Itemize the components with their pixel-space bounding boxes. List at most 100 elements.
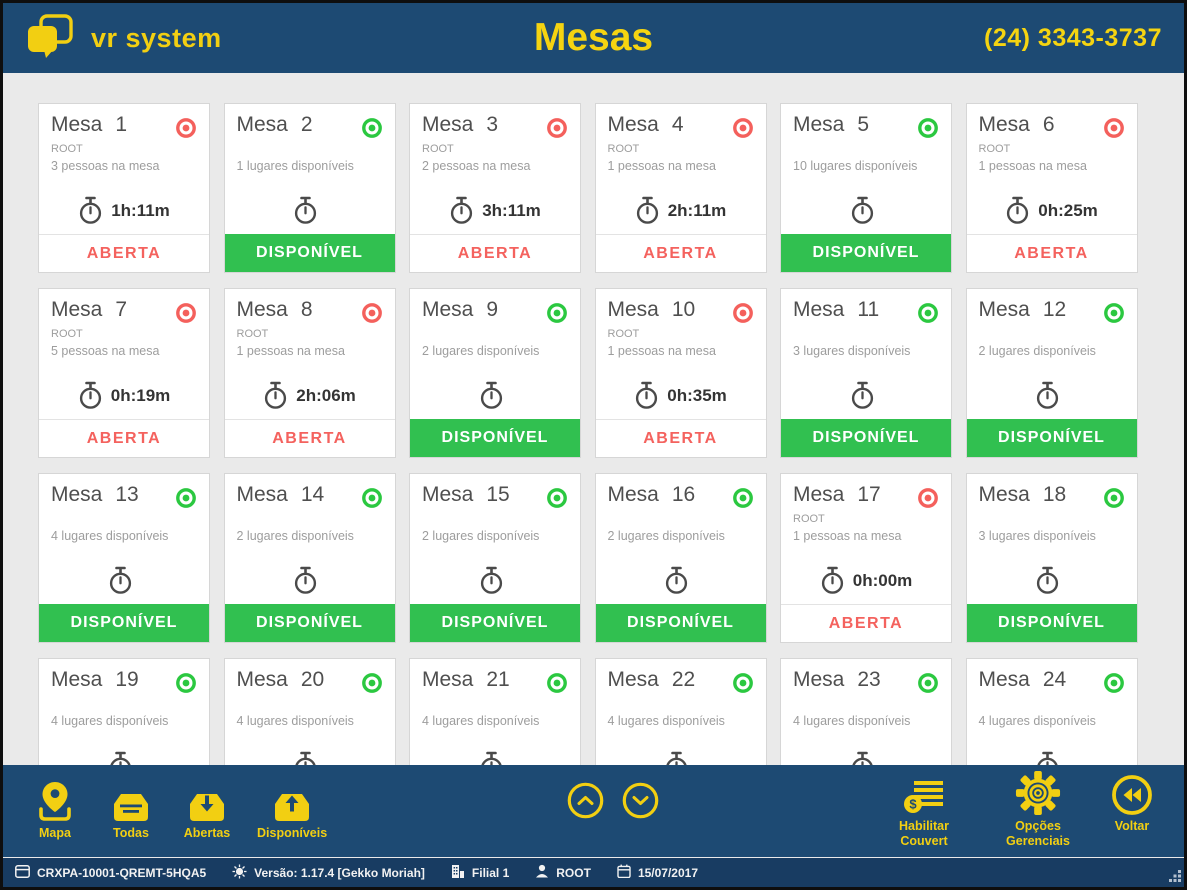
table-card[interactable]: Mesa 15 2 lugares disponíveis	[409, 473, 581, 643]
table-owner: ROOT	[607, 328, 640, 340]
table-card[interactable]: Mesa 7 ROOT 5 pessoas na mesa	[38, 288, 210, 458]
scroll-up-button[interactable]	[567, 782, 604, 819]
table-number: 9	[486, 298, 499, 321]
table-title: Mesa 23	[793, 668, 881, 692]
nav-item-voltar[interactable]: Voltar	[1106, 774, 1158, 833]
table-card-head: Mesa 5 10 lugares disponíveis	[781, 104, 951, 173]
table-detail: 3 pessoas na mesa	[51, 159, 160, 173]
table-card[interactable]: Mesa 12 2 lugares disponíveis	[965, 288, 1138, 458]
table-name: Mesa	[422, 668, 474, 691]
nav-item-disponiveis[interactable]: Disponíveis	[257, 781, 327, 840]
scroll-down-button[interactable]	[622, 782, 659, 819]
table-status-label: ABERTA	[224, 419, 395, 457]
table-status-icon	[545, 301, 569, 325]
table-title: Mesa 3	[422, 113, 498, 137]
svg-text:$: $	[909, 797, 917, 812]
user-item: ROOT	[535, 864, 591, 881]
nav-item-opcoes-gerenciais[interactable]: Opções Gerenciais	[992, 771, 1084, 848]
table-title: Mesa 18	[979, 483, 1067, 507]
table-timer: 0h:35m	[596, 381, 766, 419]
table-card[interactable]: Mesa 13 4 lugares disponíveis	[38, 473, 210, 643]
table-name: Mesa	[422, 298, 474, 321]
table-status-icon	[174, 671, 198, 695]
table-card-head: Mesa 7 ROOT 5 pessoas na mesa	[39, 289, 209, 358]
table-number: 17	[857, 483, 881, 506]
table-owner	[237, 698, 384, 712]
map-pin-icon	[36, 781, 74, 823]
table-detail: 4 lugares disponíveis	[793, 714, 911, 728]
table-status-label: DISPONÍVEL	[224, 604, 395, 642]
table-owner	[793, 328, 940, 342]
brand-logo: vr system	[25, 13, 222, 64]
stopwatch-icon	[78, 381, 103, 410]
table-owner: ROOT	[607, 143, 640, 155]
table-name: Mesa	[978, 298, 1030, 321]
table-number: 15	[486, 483, 510, 506]
table-card[interactable]: Mesa 1 ROOT 3 pessoas na mesa	[38, 103, 210, 273]
table-card[interactable]: Mesa 5 10 lugares disponíveis	[780, 103, 952, 273]
table-status-label: ABERTA	[39, 234, 209, 272]
table-owner	[793, 698, 940, 712]
resize-grip-icon[interactable]	[1169, 870, 1181, 885]
nav-item-mapa[interactable]: Mapa	[29, 781, 81, 840]
table-timer	[596, 566, 766, 604]
table-card-head: Mesa 14 2 lugares disponíveis	[225, 474, 395, 543]
table-card-head: Mesa 8 ROOT 1 pessoas na mesa	[225, 289, 395, 358]
status-bar: CRXPA-10001-QREMT-5HQA5 Versão: 1.17.4 […	[3, 858, 1184, 887]
table-owner: ROOT	[978, 143, 1011, 155]
table-card[interactable]: Mesa 18 3 lugares disponíveis	[965, 473, 1138, 643]
table-card[interactable]: Mesa 14 2 lugares disponíveis	[223, 473, 396, 643]
table-card[interactable]: Mesa 8 ROOT 1 pessoas na mesa	[223, 288, 396, 458]
table-card[interactable]: Mesa 2 1 lugares disponíveis	[223, 103, 396, 273]
table-card[interactable]: Mesa 3 ROOT 2 pessoas na mesa	[409, 103, 581, 273]
table-timer: 1h:11m	[39, 196, 209, 234]
stopwatch-icon	[1005, 196, 1030, 225]
table-status-icon	[731, 671, 755, 695]
nav-item-abertas[interactable]: Abertas	[181, 781, 233, 840]
table-card-head: Mesa 2 1 lugares disponíveis	[225, 104, 395, 173]
user-text: ROOT	[556, 865, 591, 880]
table-name: Mesa	[607, 113, 659, 136]
nav-item-habilitar-couvert[interactable]: $ Habilitar Couvert	[878, 774, 970, 848]
table-title: Mesa 5	[793, 113, 869, 137]
table-detail: 2 lugares disponíveis	[607, 529, 725, 543]
table-detail: 1 lugares disponíveis	[236, 159, 354, 173]
table-title: Mesa 21	[422, 668, 510, 692]
nav-item-todas[interactable]: Todas	[105, 781, 157, 840]
table-owner	[979, 698, 1126, 712]
branch-item: Filial 1	[451, 864, 509, 881]
table-card[interactable]: Mesa 10 ROOT 1 pessoas na mesa	[594, 288, 767, 458]
table-owner	[608, 698, 755, 712]
table-number: 4	[671, 113, 684, 136]
table-name: Mesa	[978, 113, 1030, 136]
table-card-head: Mesa 24 4 lugares disponíveis	[967, 659, 1137, 728]
table-card-head: Mesa 12 2 lugares disponíveis	[967, 289, 1137, 358]
table-status-icon	[360, 301, 384, 325]
table-card[interactable]: Mesa 11 3 lugares disponíveis	[780, 288, 952, 458]
table-title: Mesa 1	[51, 113, 127, 137]
chat-bubbles-icon	[25, 13, 75, 64]
table-name: Mesa	[236, 113, 288, 136]
gear-icon	[1015, 771, 1061, 816]
table-detail: 1 pessoas na mesa	[607, 344, 716, 358]
table-time: 2h:11m	[667, 200, 727, 220]
terminal-item: CRXPA-10001-QREMT-5HQA5	[15, 864, 206, 881]
version-text: Versão: 1.17.4 [Gekko Moriah]	[254, 865, 425, 880]
table-status-icon	[916, 116, 940, 140]
table-card[interactable]: Mesa 9 2 lugares disponíveis	[409, 288, 581, 458]
table-number: 24	[1042, 668, 1067, 691]
table-name: Mesa	[607, 483, 659, 506]
table-title: Mesa 24	[979, 668, 1067, 692]
table-card[interactable]: Mesa 17 ROOT 1 pessoas na mesa	[780, 473, 952, 643]
table-detail: 1 pessoas na mesa	[978, 159, 1087, 173]
table-card[interactable]: Mesa 16 2 lugares disponíveis	[594, 473, 767, 643]
rewind-icon	[1111, 774, 1153, 816]
version-item: Versão: 1.17.4 [Gekko Moriah]	[232, 864, 425, 882]
table-card[interactable]: Mesa 6 ROOT 1 pessoas na mesa	[965, 103, 1138, 273]
table-timer	[781, 381, 951, 419]
table-detail: 2 lugares disponíveis	[422, 344, 540, 358]
table-title: Mesa 10	[608, 298, 696, 322]
table-card[interactable]: Mesa 4 ROOT 1 pessoas na mesa	[594, 103, 767, 273]
table-title: Mesa 13	[51, 483, 139, 507]
table-detail: 4 lugares disponíveis	[51, 714, 169, 728]
